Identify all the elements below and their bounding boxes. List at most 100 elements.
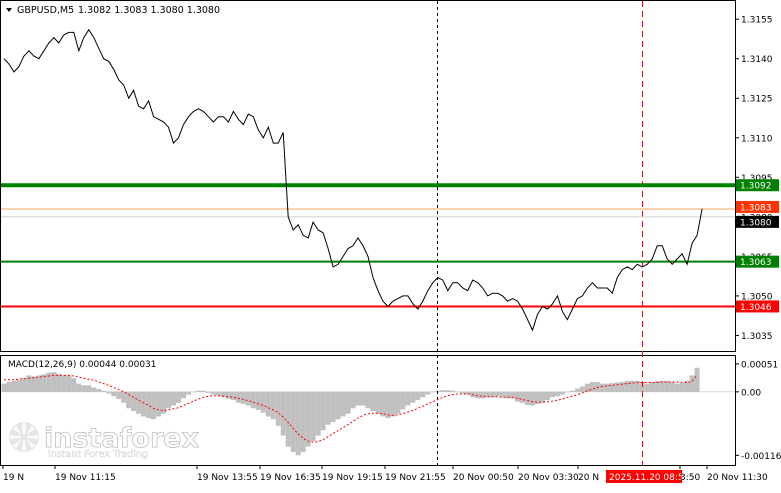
macd-histogram-bar [619,381,625,392]
macd-histogram-bar [515,391,521,402]
macd-histogram-bar [71,378,77,392]
macd-histogram-bar [225,391,231,399]
price-axis-label: 1.3035 [741,332,773,342]
macd-histogram-bar [195,390,201,392]
macd-histogram-bar [579,386,585,392]
macd-histogram-bar [255,391,261,410]
macd-histogram-bar [21,378,27,392]
macd-histogram-bar [285,391,291,447]
macd-histogram-bar [136,391,142,414]
dropdown-triangle-icon[interactable] [6,8,12,12]
macd-histogram-bar [245,391,251,406]
macd-histogram-bar [31,376,37,392]
macd-histogram-bar [116,391,122,399]
ask-price-tag [736,200,779,213]
time-axis-label: 19 Nov 11:15 [55,473,116,483]
watermark-brand: instaforex [44,423,199,454]
macd-histogram-bar [240,391,246,404]
time-axis-label: 19 Nov 19:15 [322,473,383,483]
macd-histogram-bar [400,391,406,410]
price-series [3,28,703,332]
macd-histogram-bar [200,390,206,392]
macd-histogram-bar [385,391,391,419]
macd-signal-line [4,374,698,443]
macd-histogram-bar [520,391,526,403]
macd-histogram-bar [36,375,42,392]
macd-histogram-bar [420,391,426,398]
macd-histogram-bar [674,383,680,392]
macd-histogram-bar [16,379,22,392]
macd-histogram-bar [151,391,157,420]
macd-histogram-bar [395,391,401,414]
macd-histogram-bar [56,373,62,392]
macd-histogram-bar [205,391,211,393]
macd-histogram-bar [535,391,541,404]
macd-histogram-bar [41,374,47,392]
price-axis-label: 1.3110 [741,134,773,144]
macd-histogram-bar [355,391,361,406]
time-axis-label: 19 Nov 21:55 [385,473,446,483]
macd-histogram-bar [405,391,411,406]
macd-axis: 0.00051 0.00 -0.00116 [735,360,781,462]
macd-histogram-bar [146,391,152,419]
time-axis-label: 19 Nov 13:55 [197,473,258,483]
macd-histogram-bar [614,382,620,392]
macd-histogram-bar [161,391,167,414]
macd-histogram-bar [460,391,466,394]
macd-histogram-bar [101,390,107,392]
macd-histogram-bar [664,380,670,392]
macd-histogram-bar [6,381,12,392]
macd-histogram-bar [280,391,286,436]
macd-histogram-bar [684,380,690,392]
macd-histogram-bar [485,391,491,398]
macd-histogram-bar [121,391,127,403]
price-axis-label: 1.3155 [741,16,773,26]
time-axis-label: 3:50 [680,473,700,483]
macd-histogram-bar [694,367,700,392]
macd-histogram-bar [305,391,311,447]
macd-histogram-bar [584,383,590,392]
macd-histogram-bar [589,381,595,392]
macd-histogram-bar [171,391,177,406]
macd-histogram-bar [51,372,57,392]
macd-histogram-bar [689,375,695,392]
macd-histogram-bar [126,391,132,409]
macd-histogram-bar [375,391,381,414]
macd-histogram-bar [185,391,191,395]
macd-histogram-bar [86,385,92,392]
time-marker-tag [606,470,682,483]
macd-histogram-bar [594,381,600,392]
macd-histogram-bar [111,391,117,397]
macd-histogram-bar [235,391,241,403]
macd-histogram-bar [131,391,137,411]
macd-histogram-bar [330,391,336,422]
macd-histogram-bar [549,391,555,398]
macd-histogram-bar [410,391,416,403]
macd-histogram-bar [380,391,386,417]
macd-histogram-bar [345,391,351,414]
time-marker-label: 2025.11.20 08:50 [609,473,690,483]
macd-histogram-bar [370,391,376,411]
macd-histogram-bar [475,391,481,399]
time-axis-label: 19 Nov 16:35 [260,473,321,483]
level-tag-label: 1.3046 [740,303,772,313]
macd-histogram-bar [26,375,32,392]
macd-axis-label: 0.00 [741,388,761,398]
macd-histogram-bar [270,391,276,420]
macd-histogram-bar [11,380,17,392]
macd-histogram-bar [250,391,256,409]
macd-histogram-bar [350,391,356,409]
macd-axis-label: 0.00051 [741,360,778,370]
macd-histogram-bar [61,375,67,392]
time-axis: 19 N 19 Nov 11:15 19 Nov 13:55 19 Nov 16:35… [2,465,768,483]
macd-histogram-bar [220,391,226,398]
macd-histogram-bar [106,391,112,394]
instaforex-logo: instaforex Instant Forex Trading [9,422,199,460]
macd-histogram-bar [654,380,660,392]
macd-histogram-bar [440,390,446,392]
macd-histogram-bar [390,391,396,417]
macd-histogram-bar [325,391,331,425]
macd-histogram-bar [290,391,296,453]
